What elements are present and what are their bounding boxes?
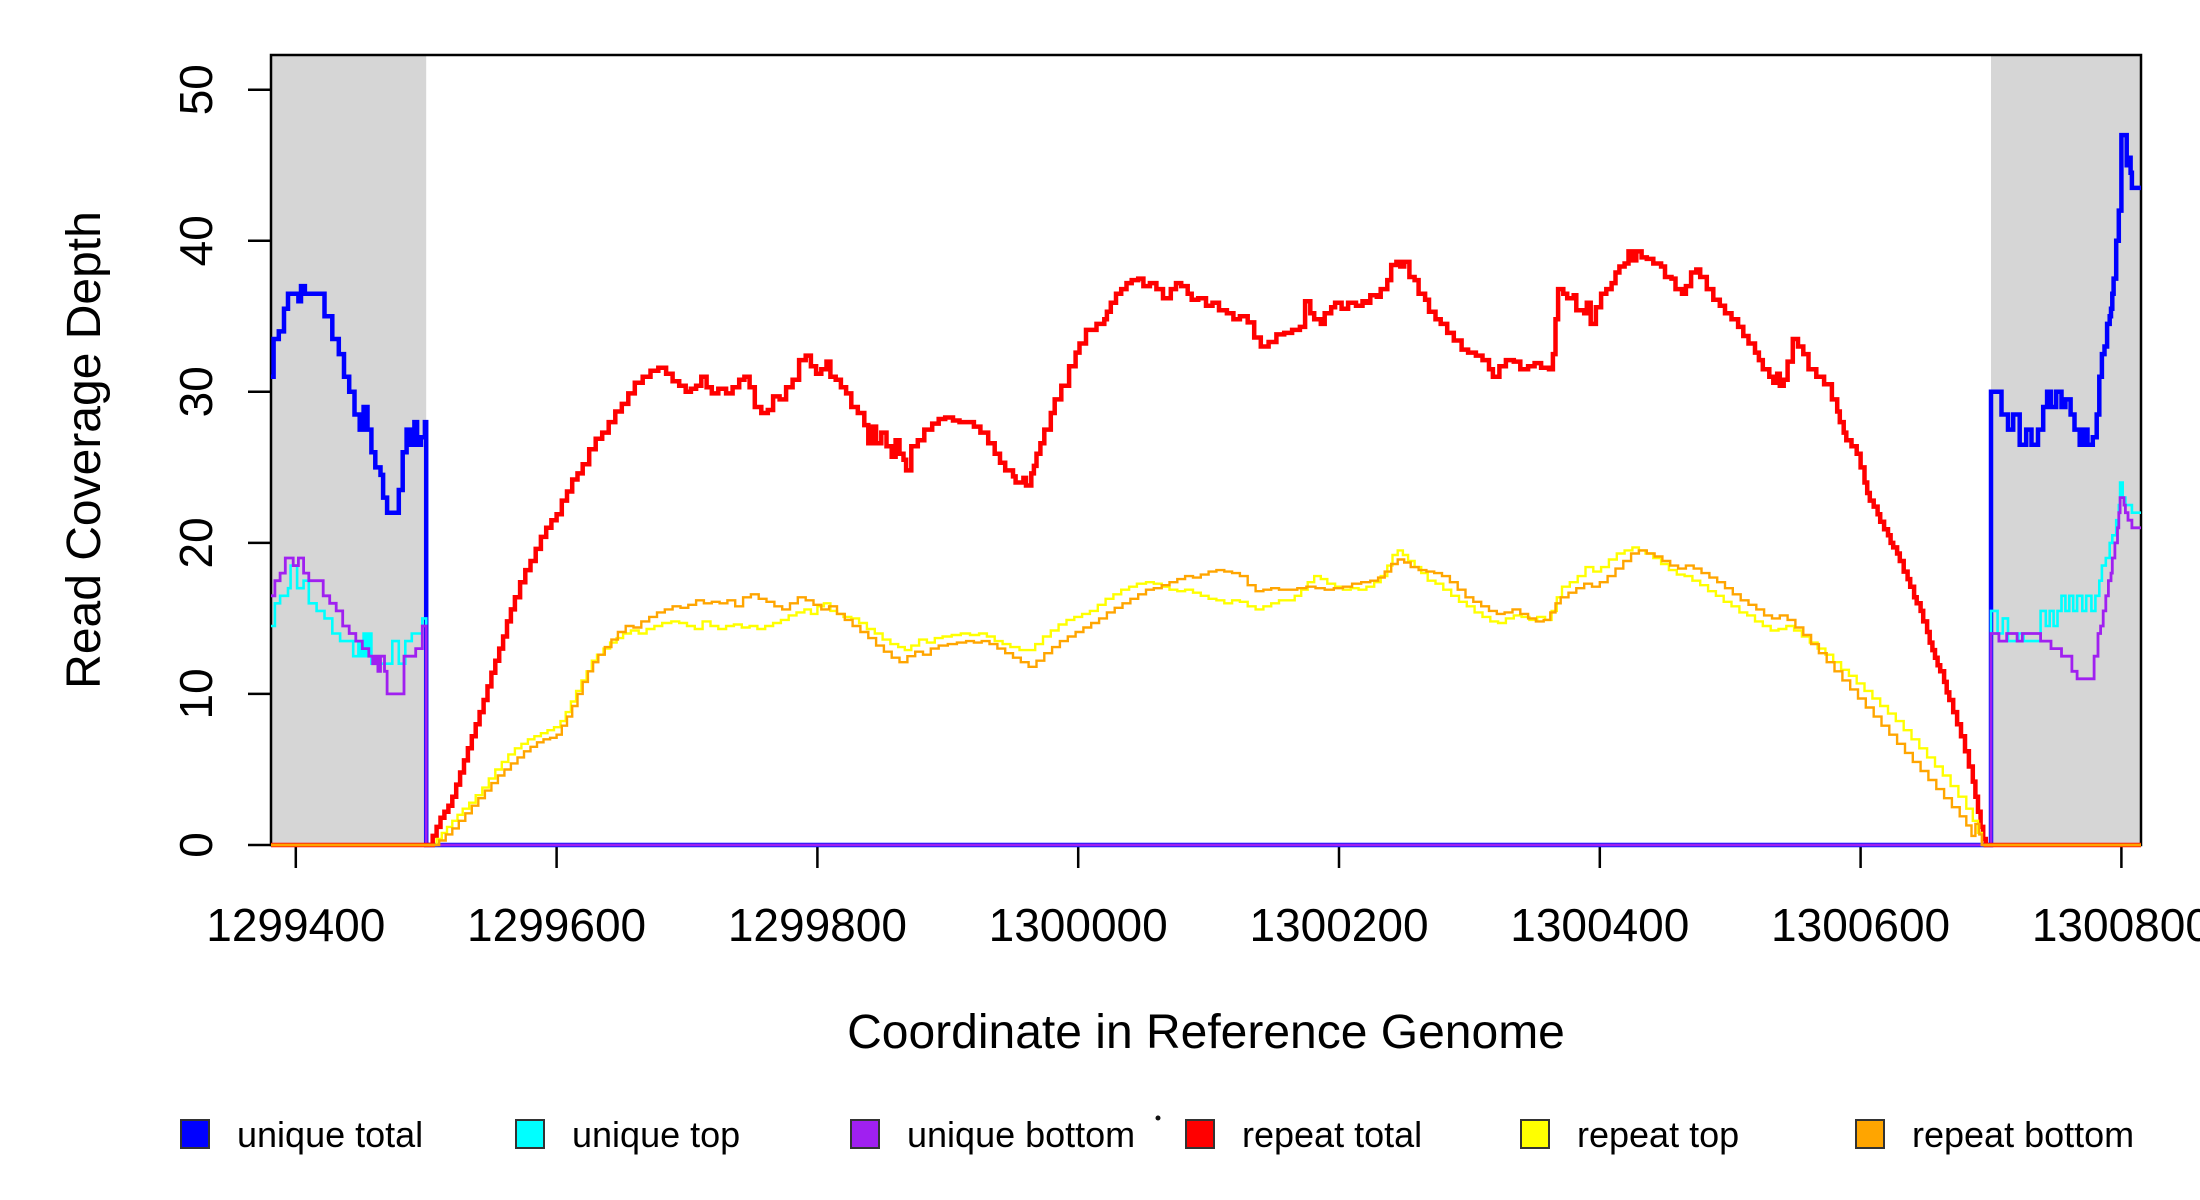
legend-swatch-repeat-top — [1520, 1119, 1550, 1149]
legend-item-unique-bottom: unique bottom — [850, 1114, 1135, 1155]
legend-swatch-unique-total — [180, 1119, 210, 1149]
legend-label: unique bottom — [907, 1114, 1135, 1155]
legend-swatch-unique-top — [515, 1119, 545, 1149]
series-lines — [271, 132, 2141, 848]
x-tick-label: 1300600 — [1771, 899, 1950, 951]
y-tick-label: 20 — [170, 517, 222, 568]
x-axis-title: Coordinate in Reference Genome — [847, 1006, 1565, 1059]
y-tick-label: 30 — [170, 366, 222, 417]
legend-label: repeat total — [1242, 1114, 1422, 1155]
legend-item-repeat-total: repeat total — [1185, 1114, 1422, 1155]
plot-box — [269, 53, 2143, 847]
plot-border — [269, 53, 2143, 847]
y-tick-label: 40 — [170, 215, 222, 266]
x-tick-label: 1300000 — [989, 899, 1168, 951]
stray-dot — [1155, 1115, 1161, 1121]
shaded-regions — [271, 55, 2141, 845]
legend-item-repeat-bottom: repeat bottom — [1855, 1114, 2134, 1155]
x-tick-label: 1300800 — [2032, 899, 2200, 951]
shaded-region-left — [271, 55, 427, 845]
legend-label: unique top — [572, 1114, 740, 1155]
series-line-unique-top — [271, 481, 2141, 847]
series-line-repeat-total — [271, 249, 2141, 848]
series-line-unique-bottom — [271, 496, 2141, 847]
legend-swatch-unique-bottom — [850, 1119, 880, 1149]
x-tick-label: 1299800 — [728, 899, 907, 951]
series-line-repeat-top — [271, 546, 2141, 847]
legend-swatch-repeat-bottom — [1855, 1119, 1885, 1149]
legend-label: unique total — [237, 1114, 423, 1155]
legend-item-unique-total: unique total — [180, 1114, 423, 1155]
axes: 1299400 1299600 1299800 1300000 1300200 13004… — [170, 64, 2200, 951]
y-tick-label: 0 — [170, 832, 222, 858]
series-line-unique-total — [271, 132, 2141, 848]
y-tick-label: 10 — [170, 668, 222, 719]
y-axis-title: Read Coverage Depth — [58, 211, 111, 689]
x-tick-label: 1299400 — [206, 899, 385, 951]
legend: unique total unique top unique bottom repea… — [180, 1114, 2134, 1155]
legend-item-repeat-top: repeat top — [1520, 1114, 1739, 1155]
x-tick-label: 1300200 — [1249, 899, 1428, 951]
x-tick-label: 1300400 — [1510, 899, 1689, 951]
shaded-region-right — [1991, 55, 2141, 845]
legend-label: repeat top — [1577, 1114, 1739, 1155]
series-line-repeat-bottom — [271, 549, 2141, 847]
legend-swatch-repeat-total — [1185, 1119, 1215, 1149]
x-tick-label: 1299600 — [467, 899, 646, 951]
legend-item-unique-top: unique top — [515, 1114, 740, 1155]
y-tick-label: 50 — [170, 64, 222, 115]
legend-label: repeat bottom — [1912, 1114, 2134, 1155]
